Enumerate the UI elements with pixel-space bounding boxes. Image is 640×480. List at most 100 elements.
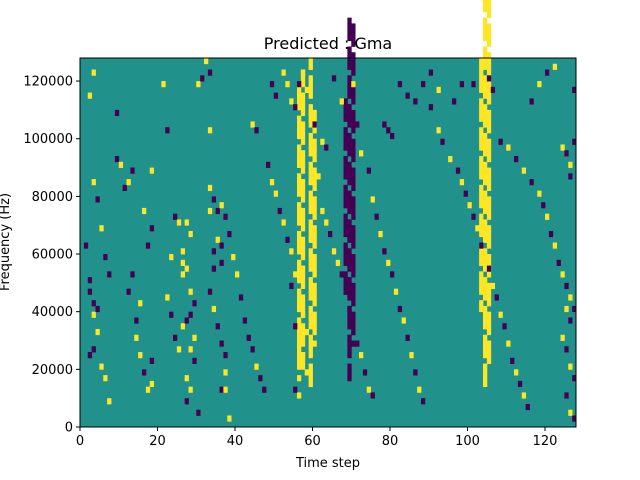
heatmap-cell	[494, 294, 499, 301]
heatmap-cell	[370, 196, 375, 203]
heatmap-cell	[300, 352, 306, 359]
heatmap-cell	[312, 179, 317, 186]
heatmap-cell	[347, 104, 352, 111]
heatmap-cell	[180, 271, 186, 278]
heatmap-cell	[475, 225, 480, 232]
heatmap-cell	[486, 6, 492, 13]
heatmap-cell	[300, 277, 306, 284]
heatmap-cell	[297, 150, 302, 157]
heatmap-cell	[483, 282, 488, 290]
heatmap-cell	[479, 98, 484, 105]
heatmap-cell	[130, 167, 135, 174]
heatmap-cell	[486, 265, 492, 272]
heatmap-cell	[192, 334, 197, 341]
heatmap-cell	[483, 254, 488, 261]
heatmap-cell	[343, 277, 348, 284]
heatmap-cell	[300, 69, 306, 76]
heatmap-cell	[300, 98, 306, 105]
heatmap-cell	[308, 363, 313, 370]
heatmap-cell	[343, 219, 348, 226]
heatmap-cell	[351, 265, 356, 272]
heatmap-cell	[351, 328, 356, 336]
heatmap-cell	[351, 144, 356, 151]
heatmap-cell	[188, 288, 193, 295]
heatmap-cell	[568, 409, 573, 416]
heatmap-cell	[312, 127, 317, 134]
heatmap-cell	[188, 230, 193, 238]
heatmap-cell	[486, 86, 492, 93]
heatmap-cell	[483, 29, 488, 36]
heatmap-cell	[351, 109, 356, 117]
y-tick-label: 120000	[23, 75, 73, 90]
heatmap-cell	[343, 225, 348, 232]
heatmap-cell	[207, 288, 213, 295]
heatmap-cell	[351, 207, 356, 215]
heatmap-cell	[308, 58, 313, 65]
heatmap-cell	[347, 86, 352, 93]
heatmap-cell	[297, 328, 302, 336]
heatmap-cell	[134, 317, 139, 324]
heatmap-cell	[483, 207, 488, 215]
heatmap-cell	[572, 375, 577, 382]
heatmap-cell	[483, 236, 488, 243]
heatmap-cell	[355, 121, 360, 128]
heatmap-cell	[393, 288, 399, 295]
heatmap-cell	[347, 352, 352, 359]
heatmap-cell	[312, 311, 317, 318]
heatmap-cell	[250, 346, 255, 353]
heatmap-cell	[483, 179, 488, 186]
heatmap-cell	[297, 190, 302, 197]
heatmap-cell	[347, 317, 352, 324]
heatmap-cell	[300, 294, 306, 301]
heatmap-cell	[479, 225, 484, 232]
heatmap-cell	[479, 259, 484, 266]
heatmap-cell	[479, 138, 484, 145]
heatmap-cell	[486, 63, 492, 70]
heatmap-cell	[300, 127, 306, 134]
heatmap-cell	[351, 317, 356, 324]
heatmap-cell	[149, 225, 155, 232]
heatmap-cell	[165, 127, 170, 134]
heatmap-cell	[188, 346, 193, 353]
heatmap-cell	[300, 225, 306, 232]
heatmap-cell	[347, 277, 352, 284]
heatmap-cell	[347, 346, 352, 353]
heatmap-cell	[219, 340, 224, 347]
heatmap-cell	[312, 213, 317, 220]
heatmap-cell	[486, 98, 492, 105]
heatmap-cell	[486, 254, 492, 261]
heatmap-cell	[297, 300, 302, 307]
heatmap-cell	[483, 0, 488, 7]
heatmap-cell	[107, 398, 112, 405]
heatmap-cell	[312, 230, 317, 238]
heatmap-cell	[300, 207, 306, 215]
heatmap-cell	[347, 161, 352, 168]
heatmap-cell	[486, 29, 492, 36]
heatmap-cell	[118, 161, 124, 168]
heatmap-cell	[308, 277, 313, 284]
heatmap-cell	[215, 236, 220, 243]
heatmap-cell	[297, 127, 302, 134]
heatmap-cell	[300, 213, 306, 220]
heatmap-cell	[347, 17, 352, 24]
heatmap-cell	[297, 156, 302, 163]
heatmap-cell	[486, 196, 492, 203]
heatmap-cell	[173, 334, 178, 341]
heatmap-cell	[324, 144, 329, 151]
heatmap-cell	[486, 311, 492, 318]
heatmap-cell	[483, 104, 488, 111]
heatmap-cell	[467, 202, 472, 209]
heatmap-cell	[568, 173, 573, 180]
heatmap-cell	[297, 121, 302, 128]
heatmap-cell	[486, 323, 492, 330]
heatmap-cell	[552, 63, 558, 70]
heatmap-cell	[184, 265, 189, 272]
heatmap-cell	[91, 69, 96, 76]
heatmap-cell	[483, 34, 488, 42]
heatmap-cell	[413, 369, 418, 376]
heatmap-cell	[300, 248, 306, 255]
heatmap-cell	[103, 375, 108, 382]
heatmap-cell	[300, 305, 306, 313]
heatmap-cell	[219, 386, 224, 393]
heatmap-cell	[486, 34, 492, 42]
